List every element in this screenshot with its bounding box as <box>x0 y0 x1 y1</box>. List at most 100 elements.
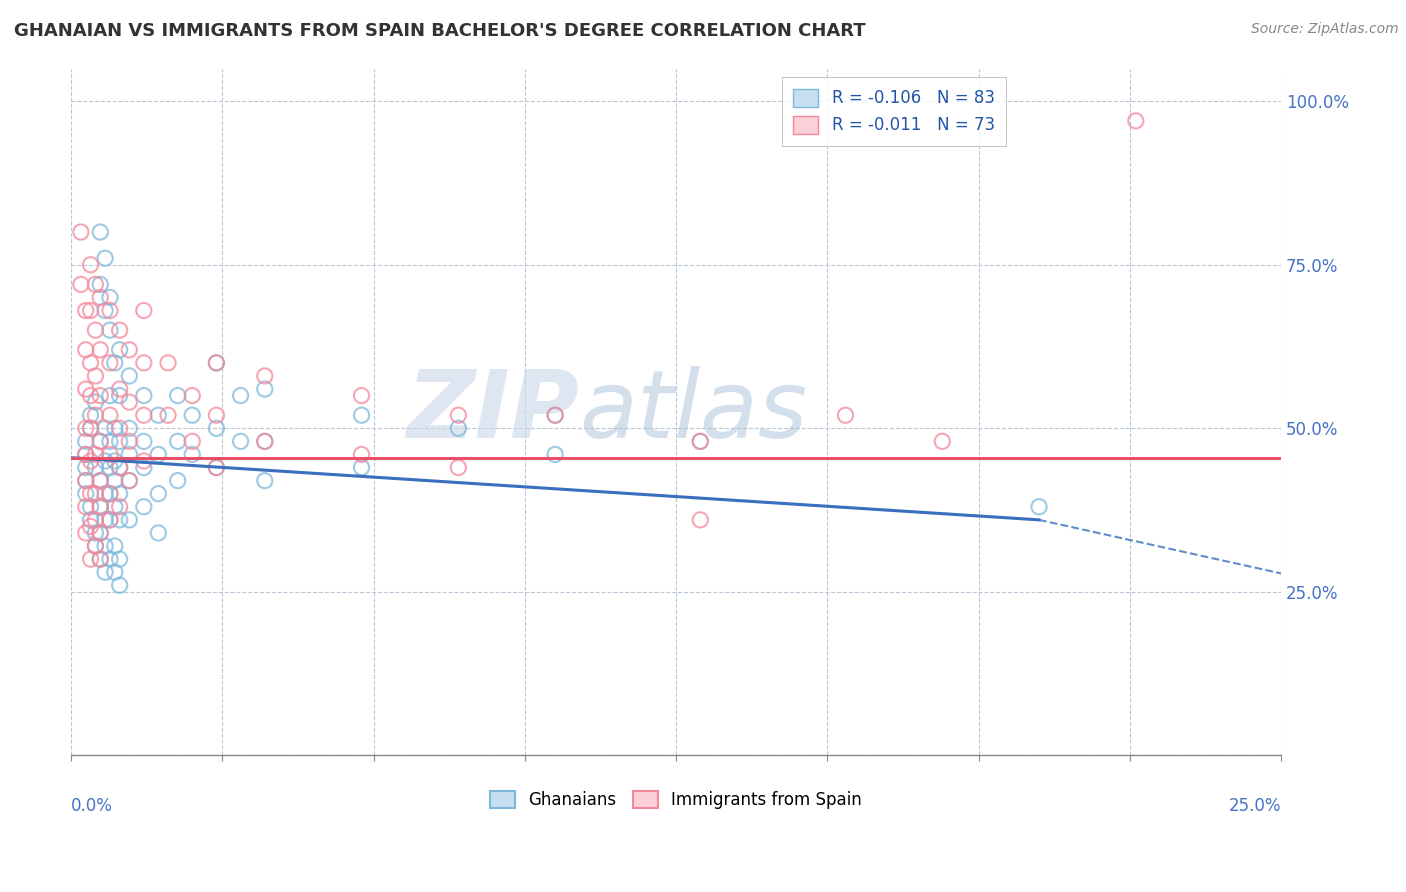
Text: 0.0%: 0.0% <box>72 797 112 814</box>
Point <box>98 388 121 402</box>
Point <box>834 408 856 422</box>
Legend: R = -0.106   N = 83, R = -0.011   N = 73: R = -0.106 N = 83, R = -0.011 N = 73 <box>782 77 1007 146</box>
Point <box>1125 113 1147 128</box>
Point <box>108 500 131 514</box>
Point <box>79 421 101 435</box>
Point <box>132 454 155 468</box>
Point <box>689 513 711 527</box>
Point <box>98 513 121 527</box>
Point <box>350 447 373 461</box>
Point <box>350 408 373 422</box>
Point <box>166 474 188 488</box>
Point <box>104 454 127 468</box>
Point <box>75 474 97 488</box>
Point <box>108 552 131 566</box>
Point <box>98 408 121 422</box>
Point <box>253 382 276 396</box>
Point <box>181 388 204 402</box>
Point <box>108 460 131 475</box>
Point <box>79 258 101 272</box>
Point <box>75 460 97 475</box>
Point <box>79 552 101 566</box>
Point <box>89 290 111 304</box>
Point <box>98 486 121 500</box>
Point <box>253 368 276 383</box>
Point <box>132 356 155 370</box>
Point <box>89 525 111 540</box>
Point <box>1028 500 1050 514</box>
Point <box>89 434 111 449</box>
Point <box>79 388 101 402</box>
Point <box>84 408 107 422</box>
Point <box>108 323 131 337</box>
Point <box>79 303 101 318</box>
Point <box>118 368 141 383</box>
Point <box>98 460 121 475</box>
Point <box>79 408 101 422</box>
Point <box>132 434 155 449</box>
Point <box>104 356 127 370</box>
Point <box>108 388 131 402</box>
Point <box>94 454 117 468</box>
Text: atlas: atlas <box>579 367 807 458</box>
Point <box>118 474 141 488</box>
Point <box>79 421 101 435</box>
Point <box>84 277 107 292</box>
Point <box>84 486 107 500</box>
Point <box>253 474 276 488</box>
Point <box>98 447 121 461</box>
Point <box>181 434 204 449</box>
Point <box>98 303 121 318</box>
Point <box>253 434 276 449</box>
Point <box>98 486 121 500</box>
Point <box>84 525 107 540</box>
Point <box>98 434 121 449</box>
Point <box>104 500 127 514</box>
Point <box>205 356 228 370</box>
Point <box>75 343 97 357</box>
Point <box>104 421 127 435</box>
Point <box>104 474 127 488</box>
Point <box>94 513 117 527</box>
Point <box>89 500 111 514</box>
Point <box>108 513 131 527</box>
Point <box>84 447 107 461</box>
Point <box>931 434 953 449</box>
Point <box>84 539 107 553</box>
Point <box>148 525 170 540</box>
Point <box>89 552 111 566</box>
Point <box>350 460 373 475</box>
Point <box>148 486 170 500</box>
Point <box>75 486 97 500</box>
Point <box>229 388 252 402</box>
Point <box>84 460 107 475</box>
Point <box>104 539 127 553</box>
Point <box>148 408 170 422</box>
Point <box>205 460 228 475</box>
Point <box>89 388 111 402</box>
Point <box>108 460 131 475</box>
Point <box>205 408 228 422</box>
Point <box>181 447 204 461</box>
Point <box>75 525 97 540</box>
Point <box>118 421 141 435</box>
Point <box>79 500 101 514</box>
Point <box>689 434 711 449</box>
Point <box>350 388 373 402</box>
Point <box>132 500 155 514</box>
Point <box>118 513 141 527</box>
Point <box>108 382 131 396</box>
Point <box>205 421 228 435</box>
Point <box>544 447 567 461</box>
Text: 25.0%: 25.0% <box>1229 797 1281 814</box>
Point <box>108 578 131 592</box>
Point <box>89 474 111 488</box>
Point <box>79 513 101 527</box>
Point <box>447 421 470 435</box>
Point <box>75 382 97 396</box>
Point <box>157 356 180 370</box>
Point <box>89 434 111 449</box>
Point <box>104 565 127 579</box>
Point <box>118 343 141 357</box>
Point <box>89 277 111 292</box>
